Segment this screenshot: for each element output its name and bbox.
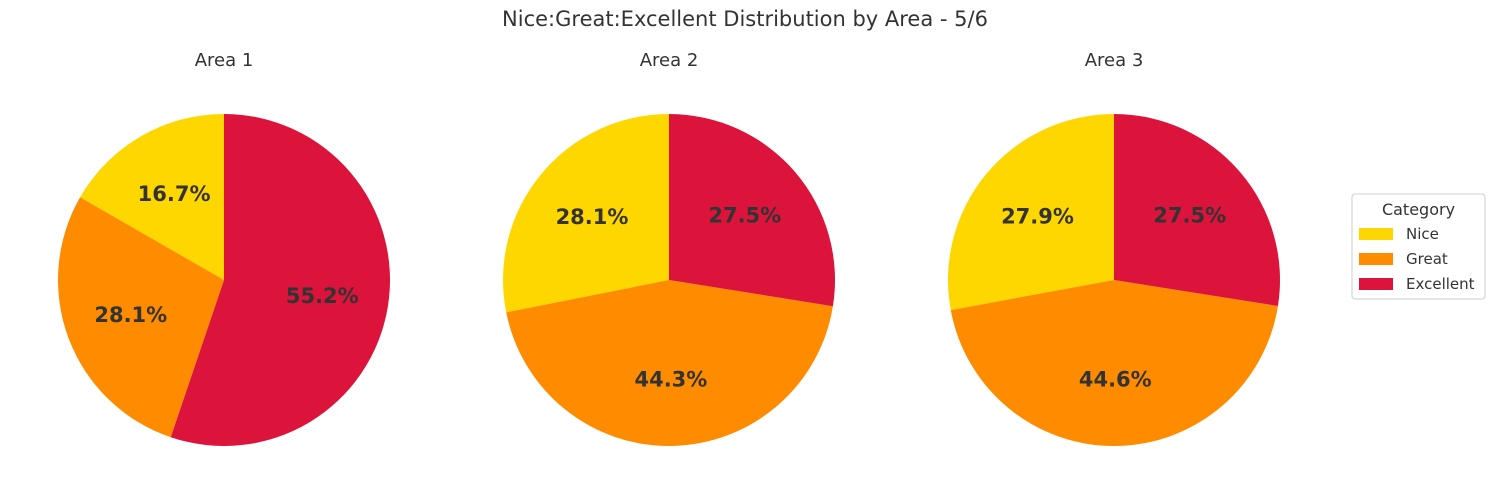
pie-slice-great bbox=[506, 280, 833, 446]
pie-slice-great bbox=[58, 197, 224, 438]
pie-slice-excellent bbox=[1114, 114, 1281, 306]
pie-slice-nice bbox=[503, 114, 669, 313]
slice-label: 44.6% bbox=[1079, 368, 1152, 392]
pie-slice-nice bbox=[80, 114, 224, 280]
legend-swatch-nice bbox=[1359, 228, 1393, 240]
legend: Category Nice Great Excellent bbox=[1351, 193, 1486, 300]
chart-title: Nice:Great:Excellent Distribution by Are… bbox=[502, 7, 988, 31]
pie-title: Area 2 bbox=[640, 50, 699, 71]
pie-slice-nice bbox=[948, 114, 1114, 311]
slice-label: 55.2% bbox=[286, 284, 359, 308]
legend-label-nice: Nice bbox=[1406, 225, 1439, 243]
slice-label: 28.1% bbox=[556, 205, 629, 229]
pie-area-3: Area 3 27.9% 44.6% 27.5% bbox=[948, 50, 1281, 447]
legend-frame bbox=[1351, 193, 1486, 300]
legend-swatch-great bbox=[1359, 253, 1393, 265]
legend-label-great: Great bbox=[1406, 250, 1448, 268]
pie-area-1: Area 1 16.7% 28.1% 55.2% bbox=[58, 50, 390, 446]
legend-items: Nice Great Excellent bbox=[1359, 225, 1475, 293]
slice-label: 27.5% bbox=[708, 203, 781, 227]
slice-label: 27.5% bbox=[1153, 203, 1226, 227]
legend-title: Category bbox=[1382, 200, 1455, 219]
pie-slice-excellent bbox=[669, 114, 835, 307]
pie-title: Area 3 bbox=[1085, 50, 1144, 71]
slice-label: 16.7% bbox=[138, 182, 211, 206]
legend-label-excellent: Excellent bbox=[1406, 275, 1475, 293]
pie-title: Area 1 bbox=[195, 50, 254, 71]
pie-slice-great bbox=[950, 280, 1278, 447]
pie-area-2: Area 2 28.1% 44.3% 27.5% bbox=[503, 50, 835, 446]
pie-slice-excellent bbox=[170, 114, 390, 446]
slice-label: 44.3% bbox=[634, 368, 707, 392]
legend-swatch-excellent bbox=[1359, 278, 1393, 290]
slice-label: 28.1% bbox=[94, 303, 167, 327]
slice-label: 27.9% bbox=[1001, 204, 1074, 228]
pies-group: Area 1 16.7% 28.1% 55.2% Area 2 28.1% 44.3% 27.… bbox=[58, 50, 1281, 447]
